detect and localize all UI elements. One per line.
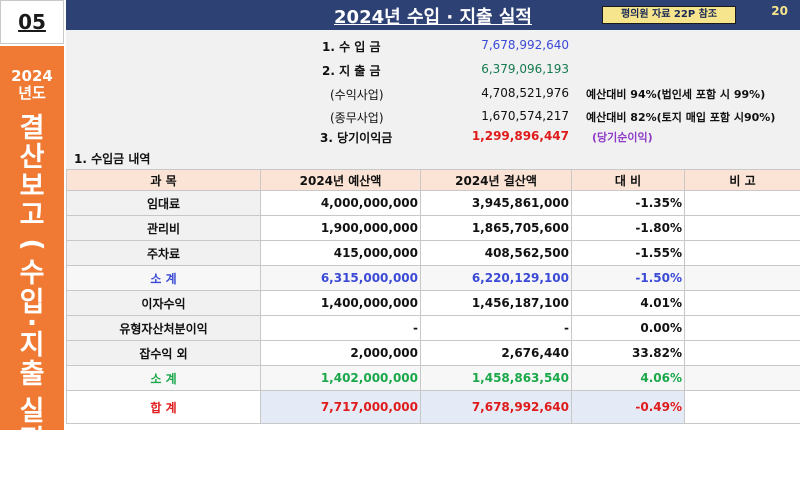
row-name: 합 계	[67, 391, 261, 424]
net-income-label: 3. 당기이익금	[320, 129, 392, 146]
row-memo	[685, 291, 800, 316]
row-budget: 6,315,000,000	[261, 266, 421, 291]
row-memo	[685, 191, 800, 216]
row-budget: 4,000,000,000	[261, 191, 421, 216]
page-number: 20	[771, 4, 788, 18]
row-name: 소 계	[67, 266, 261, 291]
table-row: 관리비 1,900,000,000 1,865,705,600 -1.80%	[67, 216, 800, 241]
row-rate: -1.55%	[572, 241, 685, 266]
purpose-business-value: 1,670,574,217	[446, 109, 569, 123]
row-memo	[685, 216, 800, 241]
row-rate: -1.50%	[572, 266, 685, 291]
sidebar-year-number: 2024	[0, 68, 64, 85]
row-actual: 1,458,863,540	[421, 366, 572, 391]
row-name: 관리비	[67, 216, 261, 241]
table-row: 주차료 415,000,000 408,562,500 -1.55%	[67, 241, 800, 266]
row-rate: -1.35%	[572, 191, 685, 216]
sidebar-title-char: ·	[0, 317, 64, 331]
expense-value: 6,379,096,193	[446, 62, 569, 76]
row-rate: -1.80%	[572, 216, 685, 241]
column-header-actual: 2024년 결산액	[421, 170, 572, 191]
row-actual: 3,945,861,000	[421, 191, 572, 216]
income-label: 1. 수 입 금	[322, 38, 381, 55]
income-value: 7,678,992,640	[446, 38, 569, 52]
row-actual: 6,220,129,100	[421, 266, 572, 291]
row-memo	[685, 316, 800, 341]
row-memo	[685, 391, 800, 424]
column-header-budget: 2024년 예산액	[261, 170, 421, 191]
sidebar-title-char: 산	[0, 143, 64, 172]
profit-business-label: (수익사업)	[330, 86, 384, 103]
section-number: 05	[0, 0, 64, 44]
column-header-item: 과 목	[67, 170, 261, 191]
row-rate: 4.01%	[572, 291, 685, 316]
total-row: 합 계 7,717,000,000 7,678,992,640 -0.49%	[67, 391, 800, 424]
row-actual: -	[421, 316, 572, 341]
income-table: 과 목 2024년 예산액 2024년 결산액 대 비 비 고 임대료 4,00…	[66, 169, 800, 424]
summary-panel: 1. 수 입 금 7,678,992,640 2. 지 출 금 6,379,09…	[66, 30, 800, 170]
sidebar-title-panel: 2024 년도 결 산 보 고 ( 수 입 · 지 출 실 적 )	[0, 46, 64, 430]
subtotal-row: 소 계 1,402,000,000 1,458,863,540 4.06%	[67, 366, 800, 391]
row-budget: 2,000,000	[261, 341, 421, 366]
row-budget: 1,402,000,000	[261, 366, 421, 391]
row-actual: 1,456,187,100	[421, 291, 572, 316]
purpose-business-note: 예산대비 82%(토지 매입 포함 시90%)	[586, 109, 775, 125]
expense-label: 2. 지 출 금	[322, 62, 381, 79]
row-name: 소 계	[67, 366, 261, 391]
row-rate: -0.49%	[572, 391, 685, 424]
sidebar-title-char: 실	[0, 397, 64, 426]
row-budget: 1,400,000,000	[261, 291, 421, 316]
row-name: 이자수익	[67, 291, 261, 316]
row-actual: 1,865,705,600	[421, 216, 572, 241]
column-header-memo: 비 고	[685, 170, 800, 191]
row-rate: 0.00%	[572, 316, 685, 341]
profit-business-note: 예산대비 94%(법인세 포함 시 99%)	[586, 86, 765, 102]
row-actual: 2,676,440	[421, 341, 572, 366]
row-memo	[685, 266, 800, 291]
row-budget: -	[261, 316, 421, 341]
sidebar-title-char: 보	[0, 172, 64, 201]
sidebar-vertical-title: 결 산 보 고 ( 수 입 · 지 출 실 적 )	[0, 114, 64, 484]
subtotal-row: 소 계 6,315,000,000 6,220,129,100 -1.50%	[67, 266, 800, 291]
sidebar-title-char: (	[18, 213, 47, 277]
row-rate: 33.82%	[572, 341, 685, 366]
row-rate: 4.06%	[572, 366, 685, 391]
reference-badge: 평의원 자료 22P 참조	[602, 6, 736, 24]
column-header-ratio: 대 비	[572, 170, 685, 191]
row-budget: 415,000,000	[261, 241, 421, 266]
row-memo	[685, 341, 800, 366]
table-header-row: 과 목 2024년 예산액 2024년 결산액 대 비 비 고	[67, 170, 800, 191]
row-name: 잡수익 외	[67, 341, 261, 366]
row-name: 주차료	[67, 241, 261, 266]
net-income-value: 1,299,896,447	[446, 129, 569, 143]
sidebar-title-char: 지	[0, 331, 64, 360]
row-actual: 408,562,500	[421, 241, 572, 266]
row-budget: 1,900,000,000	[261, 216, 421, 241]
sidebar-year-suffix: 년도	[0, 85, 64, 102]
table-row: 이자수익 1,400,000,000 1,456,187,100 4.01%	[67, 291, 800, 316]
sidebar-title-char: 출	[0, 360, 64, 389]
row-budget: 7,717,000,000	[261, 391, 421, 424]
section-heading: 1. 수입금 내역	[74, 150, 150, 167]
sidebar-title-char: )	[18, 438, 47, 502]
row-memo	[685, 366, 800, 391]
table-row: 유형자산처분이익 - - 0.00%	[67, 316, 800, 341]
sidebar-year: 2024 년도	[0, 68, 64, 102]
row-name: 임대료	[67, 191, 261, 216]
profit-business-value: 4,708,521,976	[446, 86, 569, 100]
purpose-business-label: (종무사업)	[330, 109, 384, 126]
table-row: 임대료 4,000,000,000 3,945,861,000 -1.35%	[67, 191, 800, 216]
row-name: 유형자산처분이익	[67, 316, 261, 341]
net-income-note: (당기순이익)	[592, 129, 653, 145]
row-memo	[685, 241, 800, 266]
row-actual: 7,678,992,640	[421, 391, 572, 424]
header-band: 2024년 수입 · 지출 실적 평의원 자료 22P 참조 20	[66, 0, 800, 30]
sidebar-title-char: 결	[0, 114, 64, 143]
table-row: 잡수익 외 2,000,000 2,676,440 33.82%	[67, 341, 800, 366]
